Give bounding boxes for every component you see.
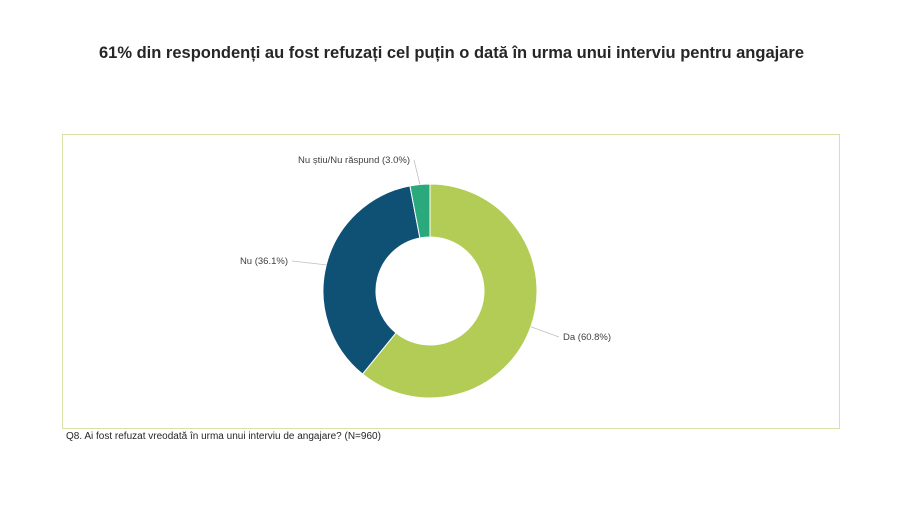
data-label-nu-stiu-nu-raspund: Nu știu/Nu răspund (3.0%) — [298, 155, 410, 166]
slice-da — [361, 183, 538, 399]
leader-line-da — [530, 326, 560, 338]
slice-nu — [322, 185, 421, 375]
chart-frame — [62, 134, 840, 429]
slice-nu-stiu-nu-raspund — [409, 183, 431, 239]
chart-title: 61% din respondenți au fost refuzați cel… — [98, 44, 804, 62]
leader-line-nu — [291, 260, 327, 266]
question-footnote: Q8. Ai fost refuzat vreodată în urma unu… — [66, 431, 381, 442]
data-label-nu: Nu (36.1%) — [240, 256, 288, 267]
data-label-da: Da (60.8%) — [563, 332, 611, 343]
leader-line-nu-stiu-nu-raspund — [413, 159, 421, 185]
